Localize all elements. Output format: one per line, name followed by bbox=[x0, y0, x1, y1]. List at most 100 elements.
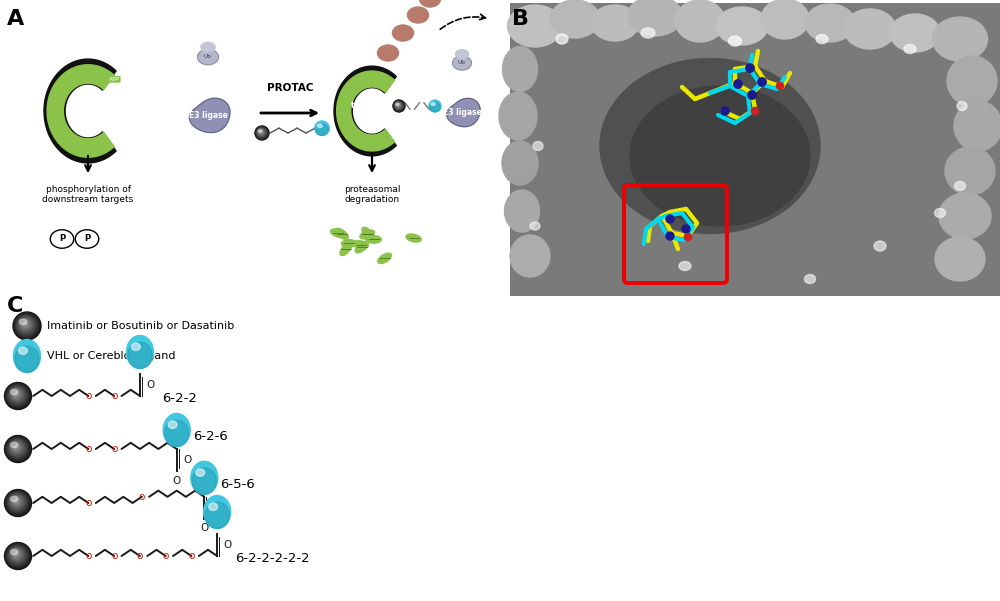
Text: Ub: Ub bbox=[204, 55, 212, 59]
Ellipse shape bbox=[260, 131, 262, 133]
Circle shape bbox=[734, 80, 742, 88]
Ellipse shape bbox=[533, 141, 543, 150]
Ellipse shape bbox=[6, 385, 29, 407]
Ellipse shape bbox=[10, 388, 24, 401]
Ellipse shape bbox=[12, 390, 21, 399]
Ellipse shape bbox=[6, 492, 29, 514]
Ellipse shape bbox=[932, 17, 988, 61]
Text: B: B bbox=[512, 9, 529, 29]
Ellipse shape bbox=[5, 543, 32, 570]
Polygon shape bbox=[47, 65, 114, 157]
Ellipse shape bbox=[5, 436, 30, 461]
Ellipse shape bbox=[499, 92, 537, 140]
Ellipse shape bbox=[11, 389, 18, 395]
Ellipse shape bbox=[317, 124, 322, 127]
Ellipse shape bbox=[679, 261, 691, 270]
Ellipse shape bbox=[456, 50, 468, 58]
Polygon shape bbox=[337, 71, 395, 151]
Ellipse shape bbox=[393, 100, 404, 111]
Ellipse shape bbox=[6, 438, 29, 460]
Circle shape bbox=[666, 232, 674, 240]
Ellipse shape bbox=[260, 131, 261, 132]
Ellipse shape bbox=[874, 241, 886, 251]
Ellipse shape bbox=[340, 243, 352, 255]
Ellipse shape bbox=[360, 230, 375, 239]
Ellipse shape bbox=[15, 346, 39, 373]
Ellipse shape bbox=[9, 494, 25, 510]
Text: O: O bbox=[146, 380, 155, 390]
Ellipse shape bbox=[255, 126, 269, 140]
Ellipse shape bbox=[556, 34, 568, 44]
Text: A: A bbox=[7, 9, 24, 29]
Text: o: o bbox=[85, 498, 92, 508]
Ellipse shape bbox=[19, 319, 27, 325]
Ellipse shape bbox=[13, 444, 20, 451]
Text: o: o bbox=[188, 551, 195, 561]
Ellipse shape bbox=[209, 503, 218, 510]
Ellipse shape bbox=[420, 0, 440, 7]
Ellipse shape bbox=[408, 7, 428, 23]
Ellipse shape bbox=[131, 343, 140, 350]
Ellipse shape bbox=[20, 319, 31, 331]
Ellipse shape bbox=[7, 438, 28, 459]
Circle shape bbox=[776, 82, 784, 90]
Text: Ub: Ub bbox=[458, 61, 466, 66]
Ellipse shape bbox=[396, 103, 399, 105]
Circle shape bbox=[682, 225, 690, 233]
Ellipse shape bbox=[258, 129, 262, 132]
Text: C: C bbox=[7, 296, 23, 316]
Text: o: o bbox=[162, 551, 169, 561]
Ellipse shape bbox=[198, 49, 218, 65]
Ellipse shape bbox=[630, 86, 810, 226]
Text: o: o bbox=[85, 391, 92, 401]
Ellipse shape bbox=[728, 36, 742, 46]
Ellipse shape bbox=[816, 34, 828, 43]
Ellipse shape bbox=[9, 440, 25, 456]
Ellipse shape bbox=[24, 323, 26, 325]
Ellipse shape bbox=[255, 126, 268, 139]
Text: proteasomal
degradation: proteasomal degradation bbox=[344, 185, 400, 204]
Ellipse shape bbox=[395, 102, 403, 109]
Ellipse shape bbox=[945, 147, 995, 195]
Text: E3 ligase: E3 ligase bbox=[443, 109, 481, 118]
Ellipse shape bbox=[14, 499, 18, 503]
Text: o: o bbox=[111, 551, 117, 561]
Ellipse shape bbox=[12, 497, 21, 506]
Ellipse shape bbox=[5, 436, 32, 463]
Text: O: O bbox=[213, 519, 221, 529]
Text: O: O bbox=[224, 540, 232, 550]
Ellipse shape bbox=[8, 386, 26, 404]
Ellipse shape bbox=[761, 0, 809, 39]
Ellipse shape bbox=[126, 335, 153, 368]
Ellipse shape bbox=[392, 25, 414, 41]
Ellipse shape bbox=[258, 129, 265, 136]
Ellipse shape bbox=[502, 141, 538, 185]
Ellipse shape bbox=[628, 0, 682, 36]
Ellipse shape bbox=[205, 502, 229, 528]
Ellipse shape bbox=[378, 253, 392, 263]
Ellipse shape bbox=[8, 493, 26, 511]
Ellipse shape bbox=[957, 102, 967, 111]
Ellipse shape bbox=[259, 130, 263, 134]
Polygon shape bbox=[44, 59, 116, 163]
Text: 6-2-2-2-2-2: 6-2-2-2-2-2 bbox=[235, 552, 310, 566]
Ellipse shape bbox=[5, 382, 32, 409]
Ellipse shape bbox=[331, 229, 346, 237]
Ellipse shape bbox=[7, 385, 28, 406]
Ellipse shape bbox=[21, 320, 30, 329]
Text: E3 ligase: E3 ligase bbox=[189, 112, 227, 120]
Ellipse shape bbox=[15, 446, 17, 448]
Ellipse shape bbox=[8, 546, 26, 564]
Circle shape bbox=[751, 108, 759, 115]
Ellipse shape bbox=[362, 227, 374, 240]
Text: P: P bbox=[59, 234, 65, 243]
Ellipse shape bbox=[14, 392, 18, 396]
Ellipse shape bbox=[6, 545, 29, 567]
Text: phosphorylation of
downstream targets: phosphorylation of downstream targets bbox=[42, 185, 134, 204]
Ellipse shape bbox=[503, 46, 538, 91]
Ellipse shape bbox=[406, 234, 421, 242]
Ellipse shape bbox=[716, 7, 768, 45]
Ellipse shape bbox=[395, 102, 401, 108]
Ellipse shape bbox=[393, 100, 405, 112]
Ellipse shape bbox=[75, 230, 99, 248]
